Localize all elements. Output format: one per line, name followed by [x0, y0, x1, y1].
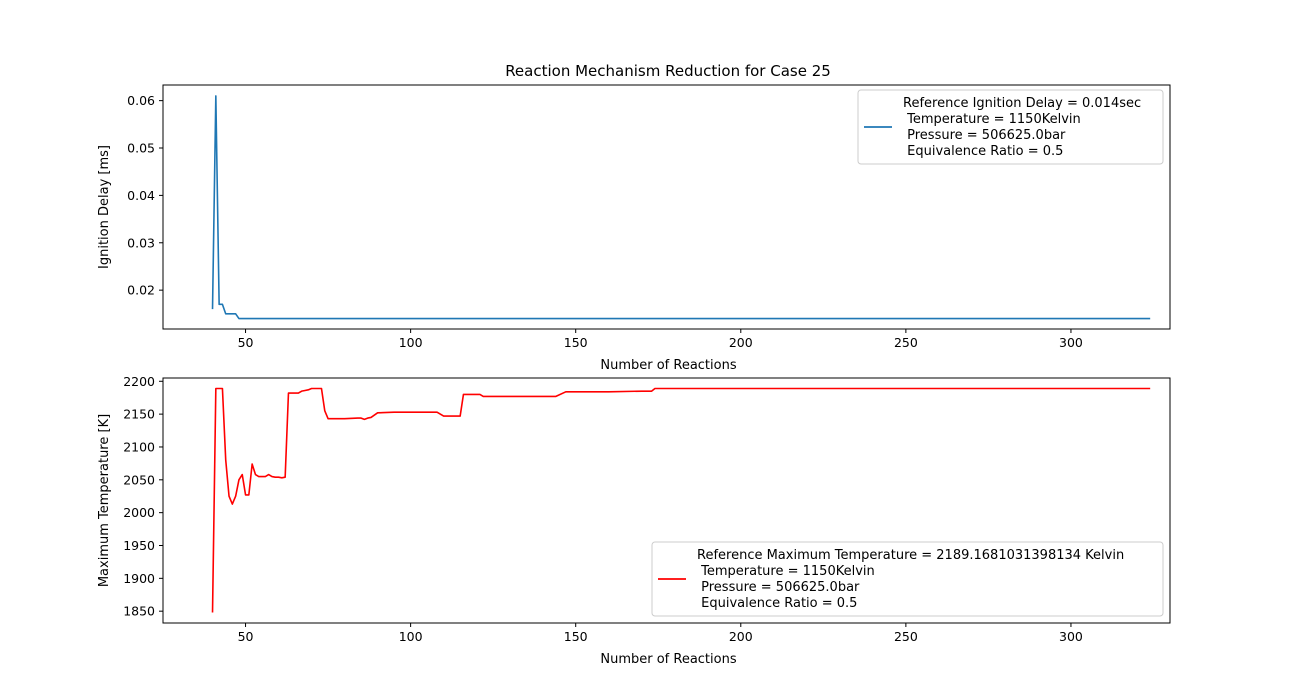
x-tick-label: 300 — [1059, 335, 1083, 350]
series-line-0 — [211, 387, 1151, 613]
y-axis-label: Ignition Delay [ms] — [97, 145, 112, 269]
x-tick-label: 100 — [399, 335, 423, 350]
x-tick-label: 100 — [399, 629, 423, 644]
legend-box — [651, 541, 1164, 617]
x-tick-label: 200 — [729, 335, 753, 350]
y-tick-label: 2050 — [123, 472, 155, 487]
series-line-0 — [211, 95, 1151, 320]
ignition-delay-plot: 50 100 150 200 250 300 0.02 0.03 0.04 0.05 0.06 Num… — [97, 84, 1171, 373]
x-tick-label: 200 — [729, 629, 753, 644]
y-tick-label: 1950 — [123, 538, 155, 553]
legend-label: Equivalence Ratio = 0.5 — [697, 596, 857, 611]
x-tick-label: 250 — [894, 629, 918, 644]
x-axis-label: Number of Reactions — [600, 652, 736, 667]
legend: Reference Ignition Delay = 0.014sec Temp… — [857, 89, 1164, 165]
y-tick-label: 0.03 — [127, 235, 155, 250]
legend-label: Pressure = 506625.0bar — [903, 128, 1066, 143]
y-axis-label: Maximum Temperature [K] — [97, 414, 112, 587]
x-axis-label: Number of Reactions — [600, 358, 736, 373]
legend: Reference Maximum Temperature = 2189.168… — [651, 541, 1164, 617]
y-tick-label: 2200 — [123, 374, 155, 389]
max-temperature-plot: 50 100 150 200 250 300 1850 1900 1950 2000 2050 210… — [97, 374, 1171, 667]
legend-label: Equivalence Ratio = 0.5 — [903, 144, 1063, 159]
y-tick-label: 2000 — [123, 505, 155, 520]
x-tick-label: 150 — [564, 629, 588, 644]
y-tick-label: 2100 — [123, 439, 155, 454]
x-tick-label: 250 — [894, 335, 918, 350]
chart-title: Reaction Mechanism Reduction for Case 25 — [505, 62, 831, 80]
y-tick-label: 0.04 — [127, 188, 155, 203]
y-tick-label: 1850 — [123, 604, 155, 619]
legend-label: Pressure = 506625.0bar — [697, 580, 860, 595]
y-tick-label: 0.02 — [127, 283, 155, 298]
axes-frame — [162, 377, 1171, 624]
y-tick-label: 0.05 — [127, 141, 155, 156]
legend-label: Reference Ignition Delay = 0.014sec — [903, 96, 1141, 111]
legend-label: Reference Maximum Temperature = 2189.168… — [697, 548, 1124, 563]
x-tick-label: 50 — [238, 629, 254, 644]
axes-frame — [162, 84, 1171, 330]
legend-box — [857, 89, 1164, 165]
legend-label: Temperature = 1150Kelvin — [903, 112, 1081, 127]
y-tick-label: 0.06 — [127, 93, 155, 108]
x-tick-label: 150 — [564, 335, 588, 350]
x-tick-label: 50 — [238, 335, 254, 350]
x-tick-label: 300 — [1059, 629, 1083, 644]
legend-label: Temperature = 1150Kelvin — [697, 564, 875, 579]
y-tick-label: 2150 — [123, 407, 155, 422]
y-tick-label: 1900 — [123, 571, 155, 586]
